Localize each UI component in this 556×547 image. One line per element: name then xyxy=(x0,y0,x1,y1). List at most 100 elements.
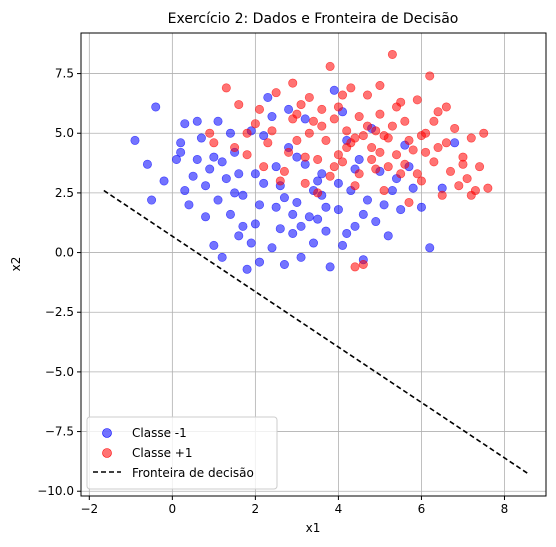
point-classe-neg xyxy=(296,221,306,231)
point-classe-pos xyxy=(400,159,410,169)
point-classe-neg xyxy=(255,257,265,267)
point-classe-neg xyxy=(279,259,289,269)
point-classe-neg xyxy=(171,154,181,164)
point-classe-pos xyxy=(466,133,476,143)
point-classe-pos xyxy=(433,143,443,153)
point-classe-pos xyxy=(333,150,343,160)
point-classe-pos xyxy=(313,154,323,164)
point-classe-neg xyxy=(151,102,161,112)
y-axis-label: x2 xyxy=(9,257,23,272)
point-classe-pos xyxy=(429,157,439,167)
decision-boundary xyxy=(103,189,530,476)
point-classe-neg xyxy=(350,221,360,231)
point-classe-pos xyxy=(450,123,460,133)
point-classe-neg xyxy=(362,195,372,205)
point-classe-neg xyxy=(313,214,323,224)
point-classe-pos xyxy=(304,92,314,102)
point-classe-pos xyxy=(362,90,372,100)
point-classe-neg xyxy=(234,231,244,241)
axis-ticks: −2 0 2 4 6 8 −10.0 −7.5 −5.0 −2.5 0.0 2.5 5.0 7.5 xyxy=(37,67,508,516)
point-classe-neg xyxy=(317,169,327,179)
point-classe-neg xyxy=(217,157,227,167)
point-classe-neg xyxy=(213,116,223,126)
point-classe-pos xyxy=(379,186,389,196)
point-classe-pos xyxy=(284,147,294,157)
point-classe-neg xyxy=(300,114,310,124)
point-classe-pos xyxy=(317,121,327,131)
point-classe-neg xyxy=(238,190,248,200)
point-classe-neg xyxy=(259,178,269,188)
point-classe-neg xyxy=(338,240,348,250)
point-classe-neg xyxy=(250,219,260,229)
point-classe-neg xyxy=(416,202,426,212)
point-classe-pos xyxy=(367,143,377,153)
y-tick-label: −7.5 xyxy=(45,425,74,439)
point-classe-pos xyxy=(358,131,368,141)
point-classe-pos xyxy=(416,176,426,186)
point-classe-pos xyxy=(454,181,464,191)
point-classe-neg xyxy=(425,243,435,253)
y-tick-label: 2.5 xyxy=(55,186,74,200)
point-classe-neg xyxy=(180,119,190,129)
point-classe-neg xyxy=(188,171,198,181)
data-points xyxy=(130,49,493,274)
point-classe-pos xyxy=(358,259,368,269)
point-classe-neg xyxy=(209,152,219,162)
point-classe-neg xyxy=(192,154,202,164)
point-classe-pos xyxy=(479,128,489,138)
point-classe-pos xyxy=(255,104,265,114)
legend-label-boundary: Fronteira de decisão xyxy=(132,466,254,480)
point-classe-pos xyxy=(392,150,402,160)
point-classe-neg xyxy=(333,205,343,215)
point-classe-pos xyxy=(375,109,385,119)
point-classe-pos xyxy=(483,183,493,193)
point-classe-neg xyxy=(201,181,211,191)
point-classe-neg xyxy=(238,221,248,231)
point-classe-pos xyxy=(375,147,385,157)
point-classe-pos xyxy=(408,145,418,155)
point-classe-pos xyxy=(371,164,381,174)
point-classe-pos xyxy=(267,126,277,136)
point-classe-pos xyxy=(354,169,364,179)
point-classe-neg xyxy=(450,138,460,148)
point-classe-pos xyxy=(234,100,244,110)
point-classe-pos xyxy=(271,88,281,98)
point-classe-pos xyxy=(242,150,252,160)
point-classe-neg xyxy=(142,159,152,169)
point-classe-pos xyxy=(446,166,456,176)
point-classe-pos xyxy=(350,181,360,191)
point-classe-neg xyxy=(263,92,273,102)
point-classe-neg xyxy=(304,212,314,222)
point-classe-pos xyxy=(317,104,327,114)
point-classe-neg xyxy=(383,231,393,241)
point-classe-neg xyxy=(130,135,140,145)
point-classe-neg xyxy=(288,228,298,238)
y-tick-label: 7.5 xyxy=(55,67,74,81)
point-classe-neg xyxy=(271,162,281,172)
plot-frame xyxy=(80,32,547,497)
point-classe-pos xyxy=(396,97,406,107)
point-classe-neg xyxy=(234,169,244,179)
point-classe-pos xyxy=(321,135,331,145)
point-classe-pos xyxy=(333,102,343,112)
point-classe-pos xyxy=(230,143,240,153)
point-classe-pos xyxy=(292,135,302,145)
point-classe-pos xyxy=(342,126,352,136)
point-classe-pos xyxy=(387,49,397,59)
point-classe-pos xyxy=(421,147,431,157)
chart-title: Exercício 2: Dados e Fronteira de Decisã… xyxy=(168,11,459,27)
x-axis-label: x1 xyxy=(306,521,321,535)
point-classe-pos xyxy=(404,135,414,145)
point-classe-pos xyxy=(425,71,435,81)
point-classe-neg xyxy=(225,209,235,219)
x-tick-label: 0 xyxy=(169,502,177,516)
legend: Classe -1 Classe +1 Fronteira de decisão xyxy=(86,416,278,490)
point-classe-pos xyxy=(288,114,298,124)
point-classe-neg xyxy=(176,147,186,157)
point-classe-neg xyxy=(379,200,389,210)
point-classe-neg xyxy=(213,195,223,205)
point-classe-neg xyxy=(196,133,206,143)
point-classe-pos xyxy=(296,100,306,110)
point-classe-pos xyxy=(429,116,439,126)
